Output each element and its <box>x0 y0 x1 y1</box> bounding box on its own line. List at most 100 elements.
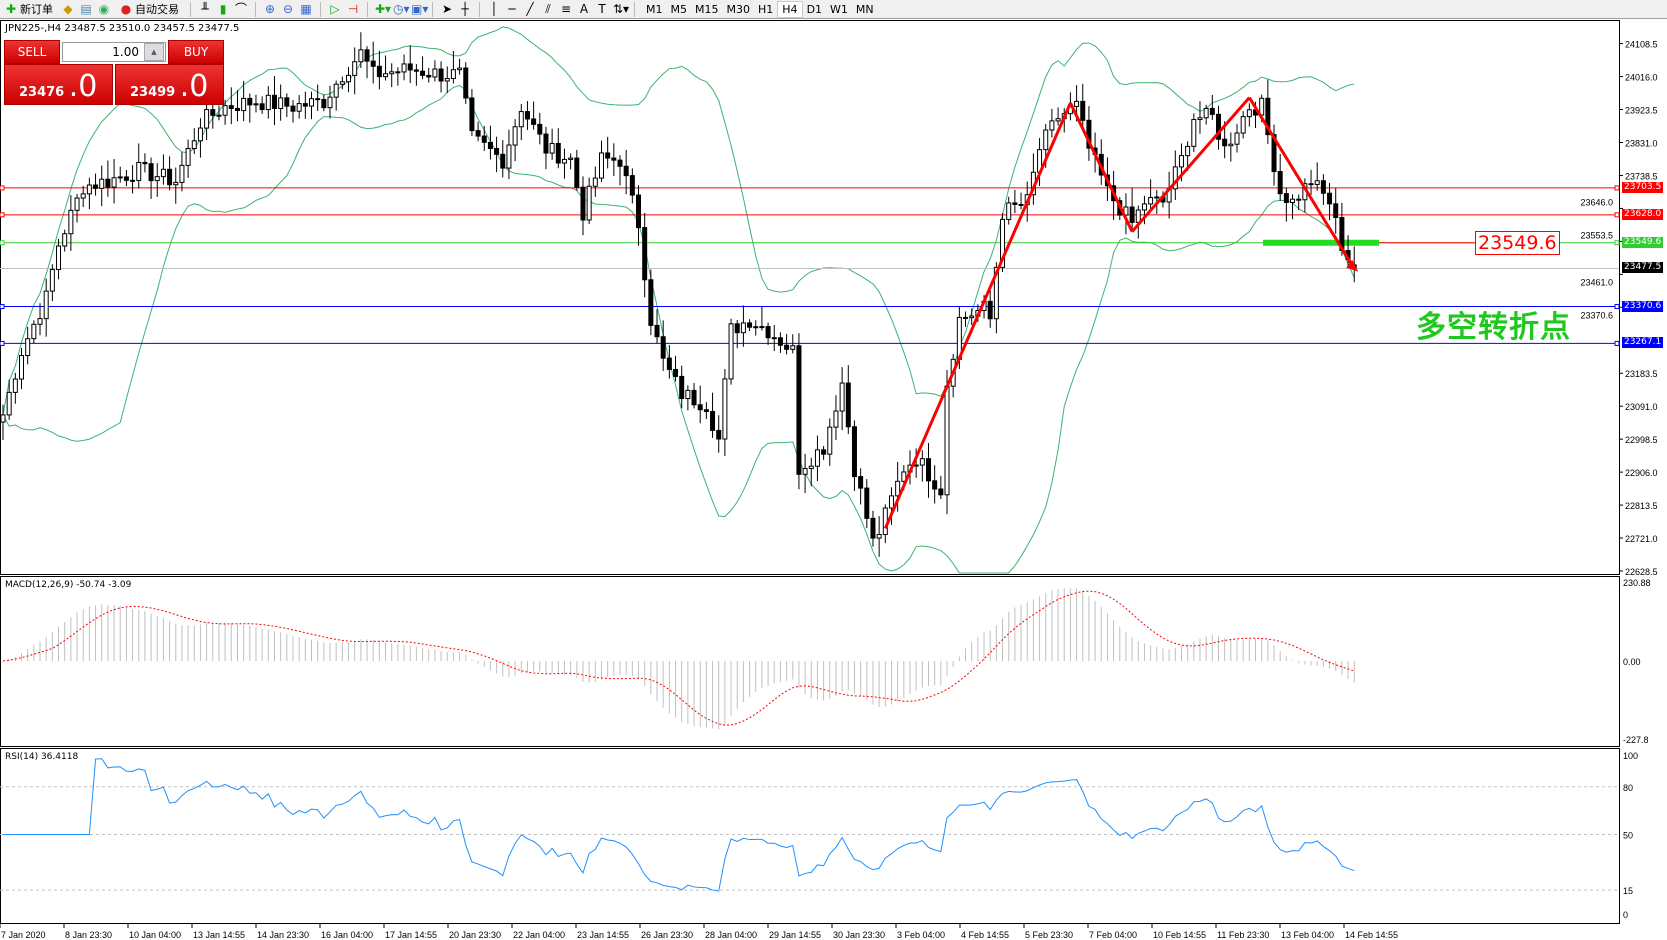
candle-bull <box>154 176 160 182</box>
candle-bull <box>25 338 31 357</box>
candle-bear <box>1215 113 1221 140</box>
text-label-icon[interactable]: T <box>598 2 606 16</box>
bollinger-upper-band <box>2 26 1355 416</box>
candle-bear <box>271 94 277 109</box>
text-icon[interactable]: A <box>579 2 589 16</box>
candle-bull <box>179 164 185 183</box>
x-tick-label: 7 Jan 2020 <box>1 930 46 940</box>
new-order-icon: ✚ <box>5 2 17 16</box>
y-tick-label: 23646.0 <box>1580 197 1613 207</box>
indicators-icon[interactable]: ✚▾ <box>375 2 392 16</box>
sell-price-button[interactable]: 23476 .0 <box>4 64 113 105</box>
timeframe-m15[interactable]: M15 <box>695 2 719 16</box>
y-tick-label: 23461.0 <box>1580 277 1613 287</box>
candle-bull <box>222 105 228 116</box>
y-tick-label: 23370.6 <box>1580 310 1613 320</box>
candle-bull <box>1148 197 1154 205</box>
candle-bear <box>290 105 296 112</box>
buy-price-button[interactable]: 23499 .0 <box>115 64 224 105</box>
volume-increase-button[interactable]: ▲ <box>144 43 164 61</box>
trendline-icon[interactable]: ╱ <box>526 2 534 16</box>
timeframe-m5[interactable]: M5 <box>670 2 688 16</box>
bar-chart-icon[interactable]: ╨ <box>201 2 209 16</box>
candle-bull <box>86 184 92 195</box>
crosshair-icon[interactable]: ┼ <box>461 2 469 16</box>
zoom-in-icon[interactable]: ⊕ <box>264 2 276 16</box>
candle-bear <box>302 103 308 107</box>
candle-bear <box>673 368 679 377</box>
candle-bear <box>167 168 173 186</box>
x-tick-label: 10 Feb 14:55 <box>1153 930 1206 940</box>
arrows-icon[interactable]: ⇅▾ <box>613 2 630 16</box>
chart-area[interactable]: 24108.5 24016.0 23923.5 23831.0 23738.5 23646… <box>0 20 1667 940</box>
buy-price-big: .0 <box>179 69 209 104</box>
candle-bear <box>1080 100 1086 121</box>
candle-bull <box>790 345 796 350</box>
x-tick-label: 26 Jan 23:30 <box>641 930 693 940</box>
buy-button[interactable]: BUY <box>168 40 224 64</box>
candle-bull <box>598 152 604 179</box>
candle-bull <box>753 326 759 329</box>
candle-bull <box>99 178 105 189</box>
candle-bear <box>858 476 864 489</box>
candle-bull <box>432 68 438 78</box>
candle-bear <box>123 176 129 181</box>
candle-bear <box>376 65 382 78</box>
candle-bull <box>1178 155 1184 168</box>
timeframe-d1[interactable]: D1 <box>806 2 823 16</box>
templates-icon[interactable]: ▣▾ <box>411 2 429 16</box>
sell-button[interactable]: SELL <box>4 40 60 64</box>
x-tick-label: 14 Jan 23:30 <box>257 930 309 940</box>
equidistant-channel-icon[interactable]: ⫽ <box>545 2 551 16</box>
price-label: 23703.5 <box>1622 181 1664 193</box>
rsi-tick-label: 80 <box>1623 783 1633 793</box>
chart-shift-icon[interactable]: ⊣ <box>347 2 359 16</box>
candle-bull <box>1055 118 1061 122</box>
server-icon[interactable]: ▤ <box>80 2 92 16</box>
candle-bear <box>784 344 790 350</box>
horizontal-line-icon[interactable]: ─ <box>508 2 516 16</box>
candle-bull <box>728 323 734 380</box>
candle-bull <box>68 209 74 235</box>
candle-bear <box>845 382 851 428</box>
tile-icon[interactable]: ▦ <box>300 2 312 16</box>
candle-chart-icon[interactable]: ▮ <box>219 2 227 16</box>
zoom-out-icon[interactable]: ⊖ <box>282 2 294 16</box>
candle-bear <box>654 324 660 338</box>
fibonacci-icon[interactable]: ≡ <box>560 2 572 16</box>
candle-bear <box>1320 180 1326 194</box>
auto-trading-button[interactable]: ● 自动交易 <box>115 1 183 18</box>
timeframe-h4[interactable]: H4 <box>777 0 803 18</box>
timeframe-mn[interactable]: MN <box>855 2 874 16</box>
candle-bull <box>1000 218 1006 268</box>
timeframe-m30[interactable]: M30 <box>726 2 751 16</box>
signal-icon[interactable]: ◉ <box>98 2 110 16</box>
x-tick-label: 3 Feb 04:00 <box>897 930 945 940</box>
autoscroll-icon[interactable]: ▷ <box>330 2 340 16</box>
x-tick-label: 7 Feb 04:00 <box>1089 930 1137 940</box>
new-order-button[interactable]: ✚ 新订单 <box>0 1 57 18</box>
candle-bull <box>191 140 197 150</box>
cursor-icon[interactable]: ➤ <box>441 2 453 16</box>
x-tick-label: 23 Jan 14:55 <box>577 930 629 940</box>
line-chart-icon[interactable]: ⌒ <box>234 2 247 16</box>
volume-input[interactable]: 1.00 <box>62 42 166 62</box>
candle-bull <box>1290 198 1296 203</box>
candle-bull <box>160 168 166 178</box>
candle-bull <box>352 61 358 76</box>
history-icon[interactable]: ◆ <box>63 2 73 16</box>
timeframe-m1[interactable]: M1 <box>646 2 663 16</box>
periods-icon[interactable]: ◷▾ <box>393 2 410 16</box>
y-tick-label: 23553.5 <box>1580 230 1613 240</box>
price-label: 23370.6 <box>1622 300 1664 312</box>
candle-bull <box>19 355 25 380</box>
timeframe-h1[interactable]: H1 <box>758 2 774 16</box>
timeframe-w1[interactable]: W1 <box>830 2 848 16</box>
candle-bear <box>716 429 722 440</box>
candle-bear <box>1283 193 1289 203</box>
rsi-tick-label: 0 <box>1623 910 1628 920</box>
vertical-line-icon[interactable]: │ <box>490 2 498 16</box>
candle-bull <box>802 468 808 475</box>
candle-bull <box>561 158 567 164</box>
candle-bull <box>969 315 975 319</box>
